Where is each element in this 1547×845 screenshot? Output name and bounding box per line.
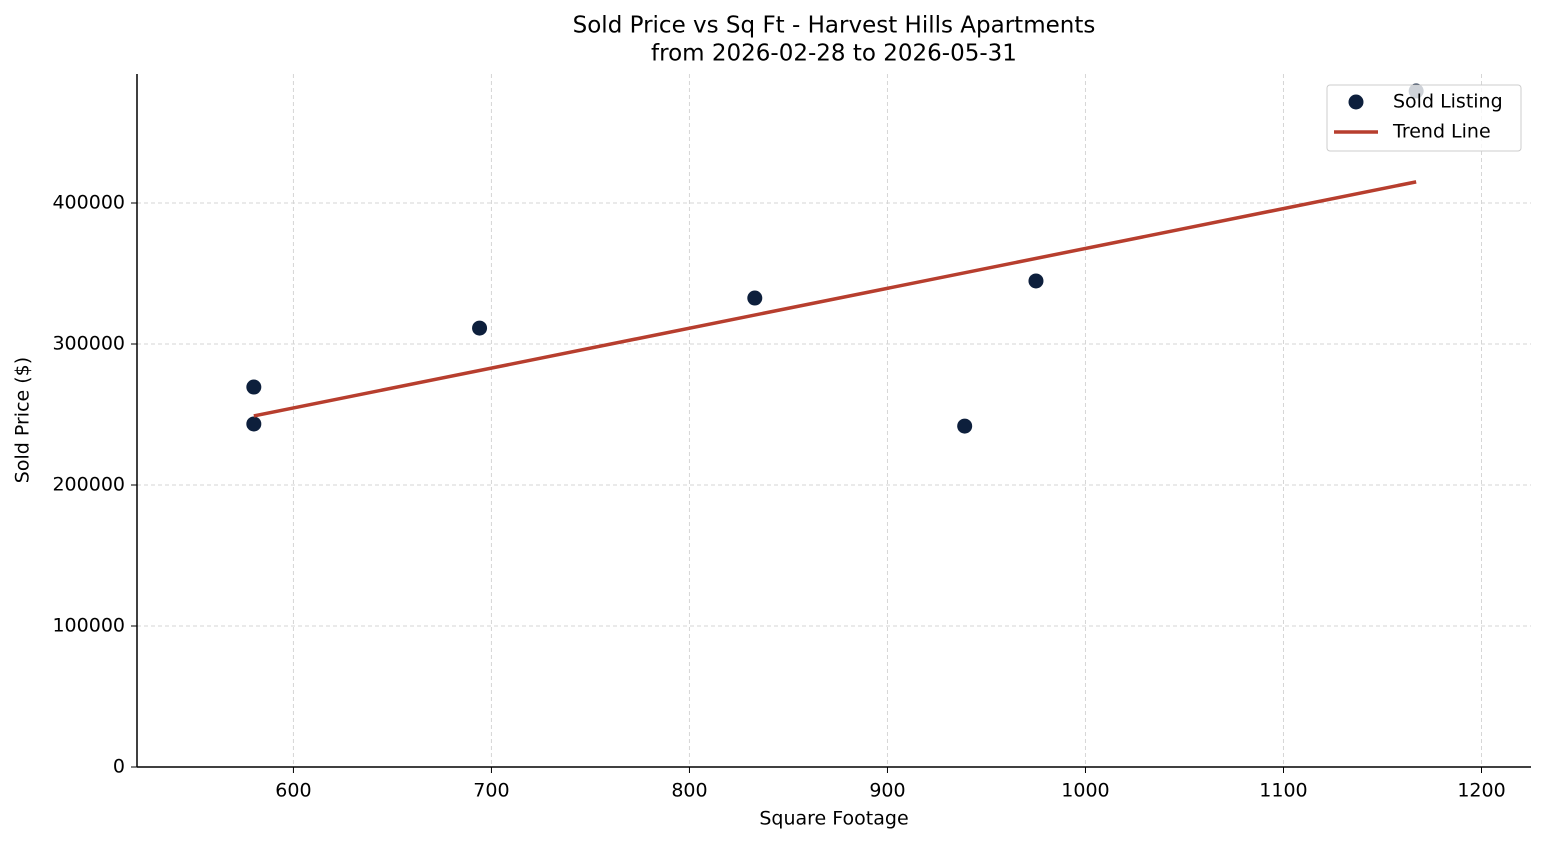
x-tick-label: 800 (671, 780, 707, 802)
legend-swatch (1348, 94, 1364, 110)
y-axis-label: Sold Price ($) (12, 357, 34, 483)
x-tick-label: 900 (869, 780, 905, 802)
x-tick-label: 1100 (1259, 780, 1307, 802)
point (472, 320, 488, 336)
y-tick-label: 0 (113, 756, 125, 778)
legend-label: Trend Line (1392, 121, 1491, 143)
point (747, 290, 763, 306)
y-tick-label: 400000 (52, 192, 125, 214)
chart-title: Sold Price vs Sq Ft - Harvest Hills Apar… (573, 13, 1096, 39)
point (246, 379, 262, 395)
point (1028, 273, 1044, 289)
legend-label: Sold Listing (1393, 91, 1503, 113)
point (957, 418, 973, 434)
y-tick-label: 100000 (52, 615, 125, 637)
x-axis-label: Square Footage (759, 808, 908, 830)
x-tick-label: 1000 (1061, 780, 1109, 802)
y-tick-label: 200000 (52, 474, 125, 496)
legend-box (1326, 84, 1522, 152)
legend: Sold Listing Trend Line (1326, 84, 1522, 152)
x-tick-label: 700 (473, 780, 509, 802)
chart-subtitle: from 2026-02-28 to 2026-05-31 (651, 41, 1017, 67)
y-tick-label: 300000 (52, 333, 125, 355)
x-tick-label: 1200 (1457, 780, 1505, 802)
trend-line (253, 180, 1417, 418)
x-tick-label: 600 (275, 780, 311, 802)
point (246, 416, 262, 432)
